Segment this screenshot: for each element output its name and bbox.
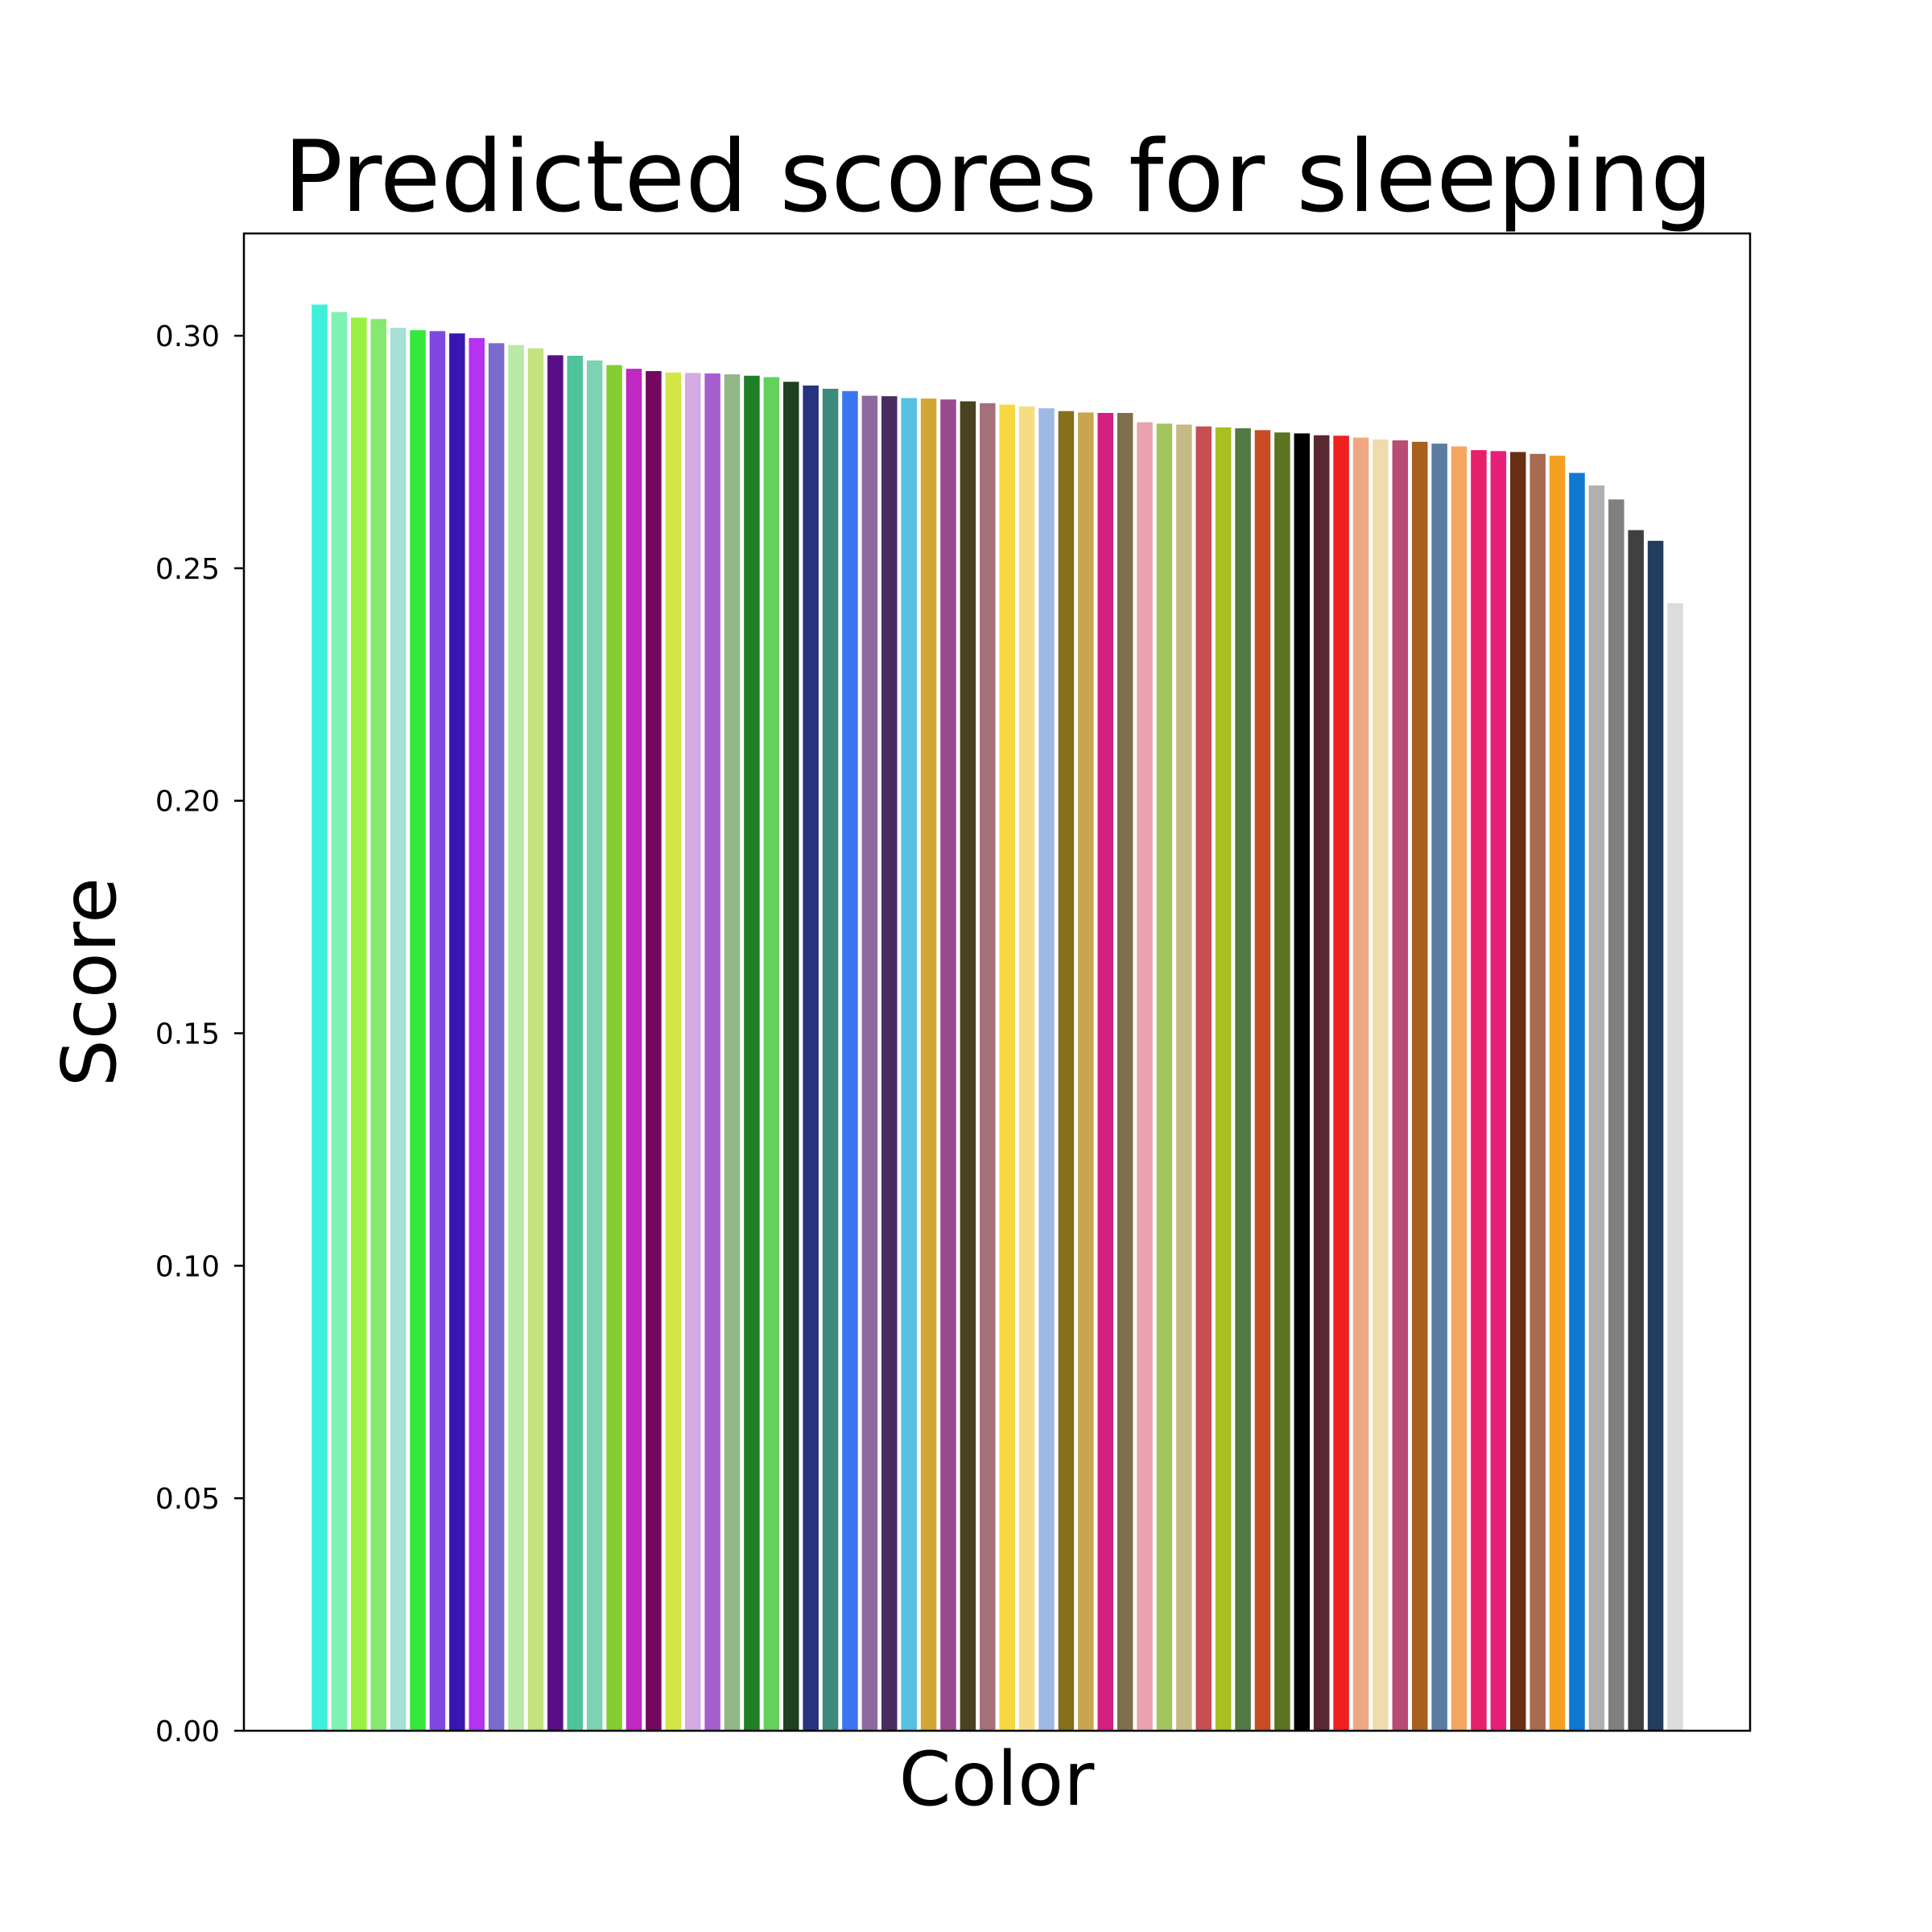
bar <box>1215 427 1232 1731</box>
chart-title: Predicted scores for sleeping <box>283 120 1713 235</box>
bar <box>410 330 426 1731</box>
bar <box>370 319 386 1731</box>
y-tick-label: 0.05 <box>155 1483 220 1516</box>
bar <box>508 345 524 1731</box>
bar <box>429 331 446 1731</box>
bar <box>390 328 407 1731</box>
y-tick-label: 0.20 <box>155 786 220 819</box>
bar <box>567 355 584 1731</box>
bar <box>312 304 328 1731</box>
bar <box>488 343 505 1731</box>
bar <box>861 395 878 1732</box>
bar <box>1333 436 1349 1731</box>
bar <box>980 402 996 1732</box>
y-tick-label: 0.00 <box>155 1715 220 1748</box>
bar <box>586 360 603 1732</box>
bar <box>1097 412 1113 1731</box>
bar <box>1195 426 1212 1731</box>
bar <box>449 333 465 1732</box>
y-axis: 0.00 0.05 0.10 0.15 0.20 0.25 0.30 <box>155 320 244 1748</box>
bar <box>1235 428 1251 1731</box>
bar <box>606 365 622 1732</box>
bar <box>1588 485 1605 1731</box>
bar <box>1411 441 1428 1731</box>
bar <box>763 377 780 1731</box>
bar <box>351 317 367 1731</box>
bar <box>1137 422 1153 1731</box>
bar <box>1471 450 1487 1732</box>
bar <box>665 372 682 1732</box>
x-axis-label: Color <box>899 1736 1096 1823</box>
y-tick-label: 0.30 <box>155 320 220 353</box>
bar <box>1530 453 1546 1731</box>
bar <box>999 404 1015 1731</box>
bar <box>1352 437 1369 1731</box>
bar <box>1078 412 1094 1731</box>
bar <box>1431 444 1447 1731</box>
bar <box>625 369 642 1732</box>
bar <box>782 382 799 1731</box>
bar <box>1294 433 1311 1731</box>
bar <box>1117 412 1133 1731</box>
bar <box>803 385 819 1731</box>
bar <box>960 401 976 1731</box>
bar <box>704 373 720 1731</box>
bar <box>901 398 917 1732</box>
bar <box>1274 432 1290 1731</box>
bar <box>547 355 564 1732</box>
bar <box>1490 451 1507 1731</box>
bar <box>1451 446 1468 1731</box>
bar <box>1156 423 1173 1731</box>
bar <box>1549 456 1566 1731</box>
bar <box>1373 439 1389 1731</box>
y-axis-label: Score <box>46 877 133 1087</box>
bar <box>1628 530 1644 1731</box>
bar <box>1392 440 1409 1731</box>
bar <box>1608 499 1624 1732</box>
bar <box>1647 540 1664 1731</box>
plot-frame <box>242 232 1752 1732</box>
bar <box>940 399 956 1732</box>
bar <box>1667 603 1683 1731</box>
bar <box>527 348 544 1732</box>
bar <box>822 388 839 1732</box>
bar <box>1509 452 1526 1731</box>
bar <box>331 312 348 1731</box>
bar <box>1176 424 1192 1732</box>
bar <box>469 337 485 1732</box>
bar <box>881 396 898 1731</box>
bar <box>744 375 760 1731</box>
bar <box>1254 430 1271 1731</box>
bar <box>724 374 741 1731</box>
bar <box>920 398 937 1731</box>
y-tick-label: 0.25 <box>155 553 220 586</box>
bar <box>684 373 701 1731</box>
bar <box>1018 406 1035 1731</box>
bar <box>1569 473 1585 1731</box>
bar <box>1058 411 1075 1731</box>
bar <box>842 390 858 1731</box>
y-tick-label: 0.15 <box>155 1018 220 1051</box>
bar <box>1038 408 1055 1732</box>
y-tick-label: 0.10 <box>155 1250 220 1283</box>
bar <box>646 370 662 1732</box>
bars-group <box>312 304 1683 1732</box>
bar <box>1313 435 1330 1732</box>
